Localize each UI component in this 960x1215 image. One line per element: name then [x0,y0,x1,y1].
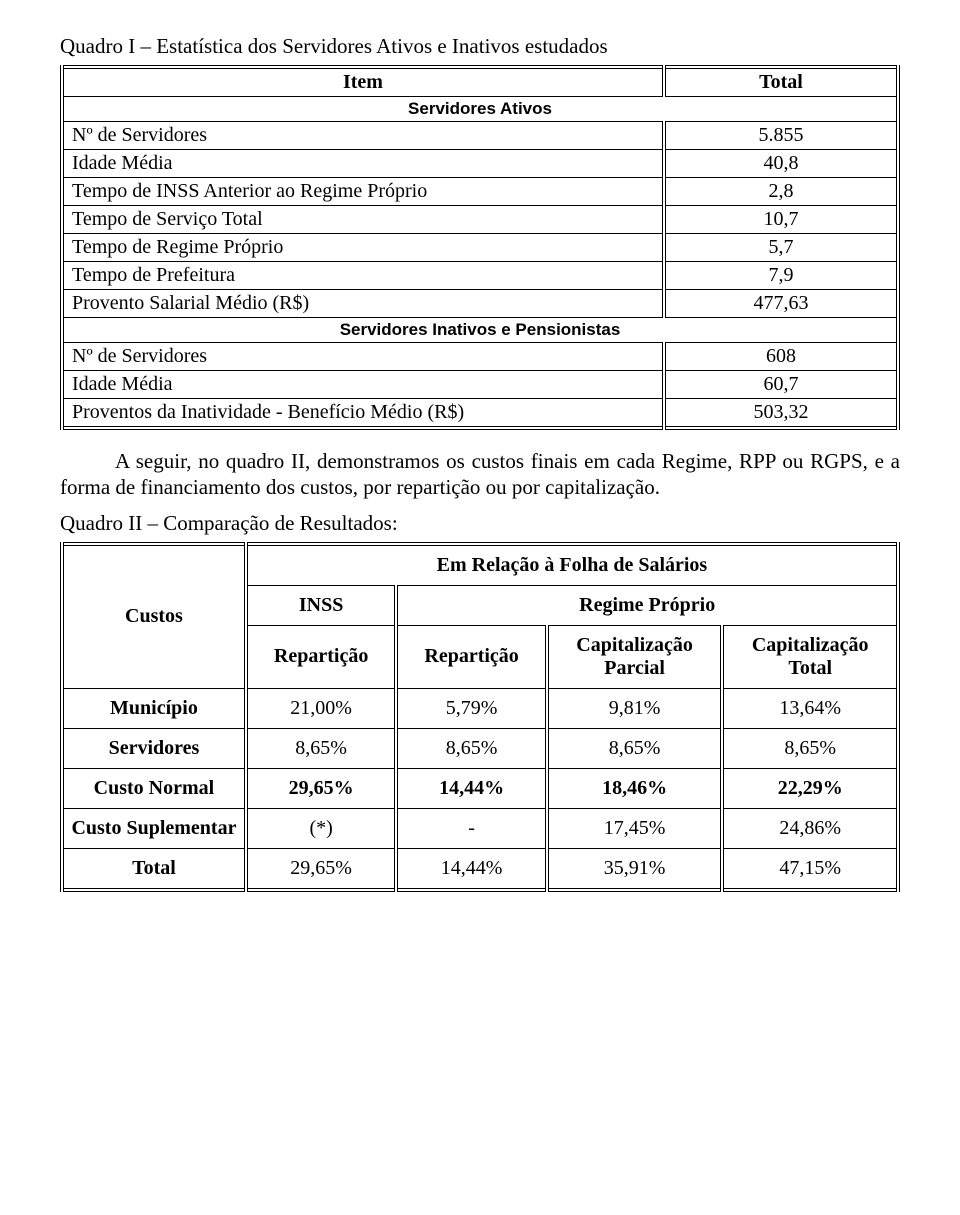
t2-sub-reparticao-1: Repartição [246,625,396,688]
t1-label: Idade Média [62,371,664,399]
t1-value: 7,9 [664,262,898,290]
t2-cell: 8,65% [396,728,546,768]
t1-label: Tempo de Prefeitura [62,262,664,290]
t2-cell: 24,86% [722,808,898,848]
t1-label: Idade Média [62,150,664,178]
table-row: Proventos da Inatividade - Benefício Méd… [62,399,898,429]
paragraph-text: A seguir, no quadro II, demonstramos os … [60,448,900,501]
t1-value: 10,7 [664,206,898,234]
t2-cell: 8,65% [722,728,898,768]
t1-value: 40,8 [664,150,898,178]
t2-cell: 14,44% [396,768,546,808]
t2-cell: 13,64% [722,688,898,728]
t2-header-regime: Regime Próprio [396,585,898,625]
table-row: Município 21,00% 5,79% 9,81% 13,64% [62,688,898,728]
t2-sub-reparticao-2: Repartição [396,625,546,688]
t2-cell: 18,46% [547,768,723,808]
t1-header-item: Item [62,67,664,97]
t2-cell: 8,65% [547,728,723,768]
table-row: Custo Normal 29,65% 14,44% 18,46% 22,29% [62,768,898,808]
t2-cell: (*) [246,808,396,848]
t2-super-header: Em Relação à Folha de Salários [246,544,898,586]
t2-cell: 9,81% [547,688,723,728]
t2-row-label: Total [62,848,246,890]
quadro2-title: Quadro II – Comparação de Resultados: [60,511,900,536]
table-row: Tempo de INSS Anterior ao Regime Próprio… [62,178,898,206]
t2-row-label: Custo Normal [62,768,246,808]
t2-cell: 22,29% [722,768,898,808]
t1-section-ativos: Servidores Ativos [62,97,898,122]
table-row: Total 29,65% 14,44% 35,91% 47,15% [62,848,898,890]
table-row: Nº de Servidores608 [62,343,898,371]
t2-cell: 14,44% [396,848,546,890]
t2-row-label: Servidores [62,728,246,768]
t2-cell: 8,65% [246,728,396,768]
t1-value: 60,7 [664,371,898,399]
table-row: Provento Salarial Médio (R$)477,63 [62,290,898,318]
table-row: Idade Média60,7 [62,371,898,399]
t1-label: Nº de Servidores [62,343,664,371]
table-quadro1: Item Total Servidores Ativos Nº de Servi… [60,65,900,430]
t1-section-inativos: Servidores Inativos e Pensionistas [62,318,898,343]
table-row: Tempo de Regime Próprio5,7 [62,234,898,262]
table-row: Tempo de Serviço Total10,7 [62,206,898,234]
t2-cell: 47,15% [722,848,898,890]
t1-header-total: Total [664,67,898,97]
t1-label: Tempo de Serviço Total [62,206,664,234]
table-row: Servidores 8,65% 8,65% 8,65% 8,65% [62,728,898,768]
t2-sub-cap-total: Capitalização Total [722,625,898,688]
t2-sub-cap-parcial: Capitalização Parcial [547,625,723,688]
t1-label: Tempo de Regime Próprio [62,234,664,262]
t1-label: Provento Salarial Médio (R$) [62,290,664,318]
t1-label: Proventos da Inatividade - Benefício Méd… [62,399,664,429]
t2-row-label: Custo Suplementar [62,808,246,848]
t2-cell: 5,79% [396,688,546,728]
table-quadro2: Custos Em Relação à Folha de Salários IN… [60,542,900,892]
t2-row-label: Município [62,688,246,728]
t1-label: Tempo de INSS Anterior ao Regime Próprio [62,178,664,206]
t1-value: 608 [664,343,898,371]
t2-cell: 21,00% [246,688,396,728]
table-row: Nº de Servidores5.855 [62,122,898,150]
t2-cell: - [396,808,546,848]
table-row: Idade Média40,8 [62,150,898,178]
table-row: Custo Suplementar (*) - 17,45% 24,86% [62,808,898,848]
t1-value: 5.855 [664,122,898,150]
t2-cell: 29,65% [246,848,396,890]
t1-value: 2,8 [664,178,898,206]
t2-header-inss: INSS [246,585,396,625]
t1-value: 5,7 [664,234,898,262]
t1-value: 503,32 [664,399,898,429]
quadro1-title: Quadro I – Estatística dos Servidores At… [60,34,900,59]
t2-cell: 17,45% [547,808,723,848]
t2-header-custos: Custos [62,544,246,689]
t2-cell: 35,91% [547,848,723,890]
t1-label: Nº de Servidores [62,122,664,150]
t2-cell: 29,65% [246,768,396,808]
t1-value: 477,63 [664,290,898,318]
table-row: Tempo de Prefeitura7,9 [62,262,898,290]
